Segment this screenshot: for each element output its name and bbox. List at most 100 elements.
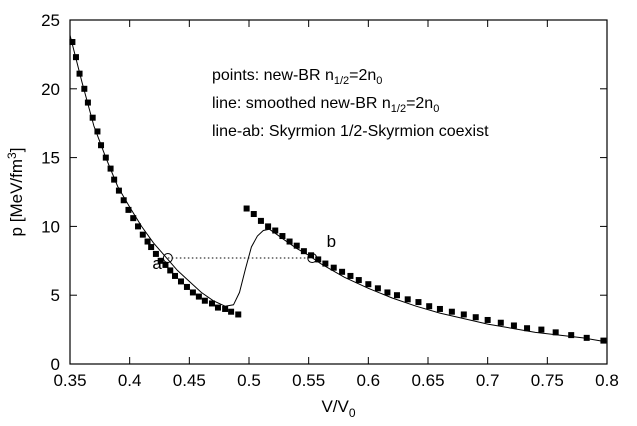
data-point <box>84 99 91 106</box>
data-point <box>81 85 88 92</box>
data-point <box>347 272 354 279</box>
x-tick-label: 0.8 <box>595 371 619 390</box>
data-point <box>76 70 83 77</box>
data-point <box>339 268 346 275</box>
x-tick-label: 0.6 <box>357 371 381 390</box>
x-axis-label: V/V0 <box>321 397 355 420</box>
legend-2-mid: =2n <box>406 95 433 112</box>
x-axis-ticks: 0.35 0.4 0.45 0.5 0.55 0.6 0.65 0.7 0.75 0.8 <box>53 20 619 390</box>
legend-1-pre: points: new-BR n <box>212 67 334 84</box>
x-tick-label: 0.5 <box>237 371 261 390</box>
data-point <box>300 248 307 255</box>
data-point <box>365 281 372 288</box>
legend-2-sub: 1/2 <box>391 103 406 115</box>
data-point <box>384 289 391 296</box>
y-tick-label: 10 <box>41 217 60 236</box>
data-point <box>172 272 179 279</box>
y-tick-label: 15 <box>41 149 60 168</box>
data-point <box>355 277 362 284</box>
annotation-a: a <box>152 254 162 273</box>
smoothed-line <box>69 34 608 343</box>
data-point <box>568 332 575 339</box>
x-tick-label: 0.4 <box>118 371 142 390</box>
data-point <box>201 297 208 304</box>
annotations: ab <box>152 232 336 273</box>
data-point <box>524 325 531 332</box>
x-tick-label: 0.65 <box>411 371 444 390</box>
data-point <box>152 250 159 257</box>
legend-line-3: line-ab: Skyrmion 1/2-Skyrmion coexist <box>212 123 489 140</box>
data-point <box>448 308 455 315</box>
data-point <box>189 289 196 296</box>
data-point <box>69 39 76 46</box>
y-axis-label-sup: 3 <box>5 152 19 159</box>
plot-border <box>69 19 608 365</box>
data-point <box>552 329 559 336</box>
data-point <box>98 142 105 149</box>
data-point <box>286 238 293 245</box>
data-point <box>538 326 545 333</box>
y-tick-label: 5 <box>51 286 60 305</box>
legend-1-sub: 1/2 <box>334 75 349 87</box>
open-point-markers <box>162 253 318 264</box>
data-point <box>272 227 279 234</box>
data-point <box>415 299 422 306</box>
data-point <box>583 334 590 341</box>
x-axis-label-main: V/V <box>321 397 349 416</box>
data-point <box>315 256 322 263</box>
data-point <box>162 261 169 268</box>
data-point <box>404 296 411 303</box>
data-point <box>115 187 122 194</box>
data-point <box>209 300 216 307</box>
data-point <box>250 211 257 218</box>
data-point <box>330 264 337 271</box>
data-point <box>257 217 264 224</box>
legend-2-sub2: 0 <box>433 103 439 115</box>
data-point <box>195 293 202 300</box>
data-point <box>111 176 118 183</box>
data-point <box>144 238 151 245</box>
data-point <box>279 233 286 240</box>
x-tick-label: 0.75 <box>531 371 564 390</box>
data-point <box>125 206 132 213</box>
y-tick-label: 20 <box>41 80 60 99</box>
data-point <box>484 316 491 323</box>
legend-line-1: points: new-BR n1/2=2n0 <box>212 67 382 87</box>
x-tick-label: 0.45 <box>173 371 206 390</box>
y-tick-label: 25 <box>41 11 60 30</box>
x-axis-label-sub: 0 <box>349 406 356 420</box>
y-axis-label-end: ] <box>7 148 26 153</box>
data-point <box>393 292 400 299</box>
data-point <box>148 244 155 251</box>
data-point <box>308 252 315 259</box>
data-point <box>228 308 235 315</box>
data-point <box>135 223 142 230</box>
data-point <box>472 314 479 321</box>
data-point <box>510 322 517 329</box>
y-tick-label: 0 <box>51 355 60 374</box>
data-point <box>107 165 114 172</box>
data-point <box>214 304 221 311</box>
data-point <box>374 285 381 292</box>
smoothed-line-series <box>69 34 608 343</box>
data-point <box>72 54 79 61</box>
data-point <box>600 337 607 344</box>
data-point <box>120 197 127 204</box>
y-axis-label-main: p [MeV/fm <box>7 159 26 236</box>
legend: points: new-BR n1/2=2n0 line: smoothed n… <box>212 67 489 140</box>
legend-line-2: line: smoothed new-BR n1/2=2n0 <box>212 95 439 115</box>
data-point <box>167 267 174 274</box>
x-tick-label: 0.7 <box>476 371 500 390</box>
data-point <box>222 305 229 312</box>
open-point <box>307 253 318 264</box>
data-point <box>265 223 272 230</box>
data-point <box>183 283 190 290</box>
y-axis-ticks: 0 5 10 15 20 25 <box>41 11 607 374</box>
annotation-b: b <box>327 232 336 251</box>
data-point <box>243 205 250 212</box>
plot-frame <box>69 19 608 365</box>
x-tick-label: 0.35 <box>53 371 86 390</box>
data-point <box>460 311 467 318</box>
legend-2-pre: line: smoothed new-BR n <box>212 95 391 112</box>
